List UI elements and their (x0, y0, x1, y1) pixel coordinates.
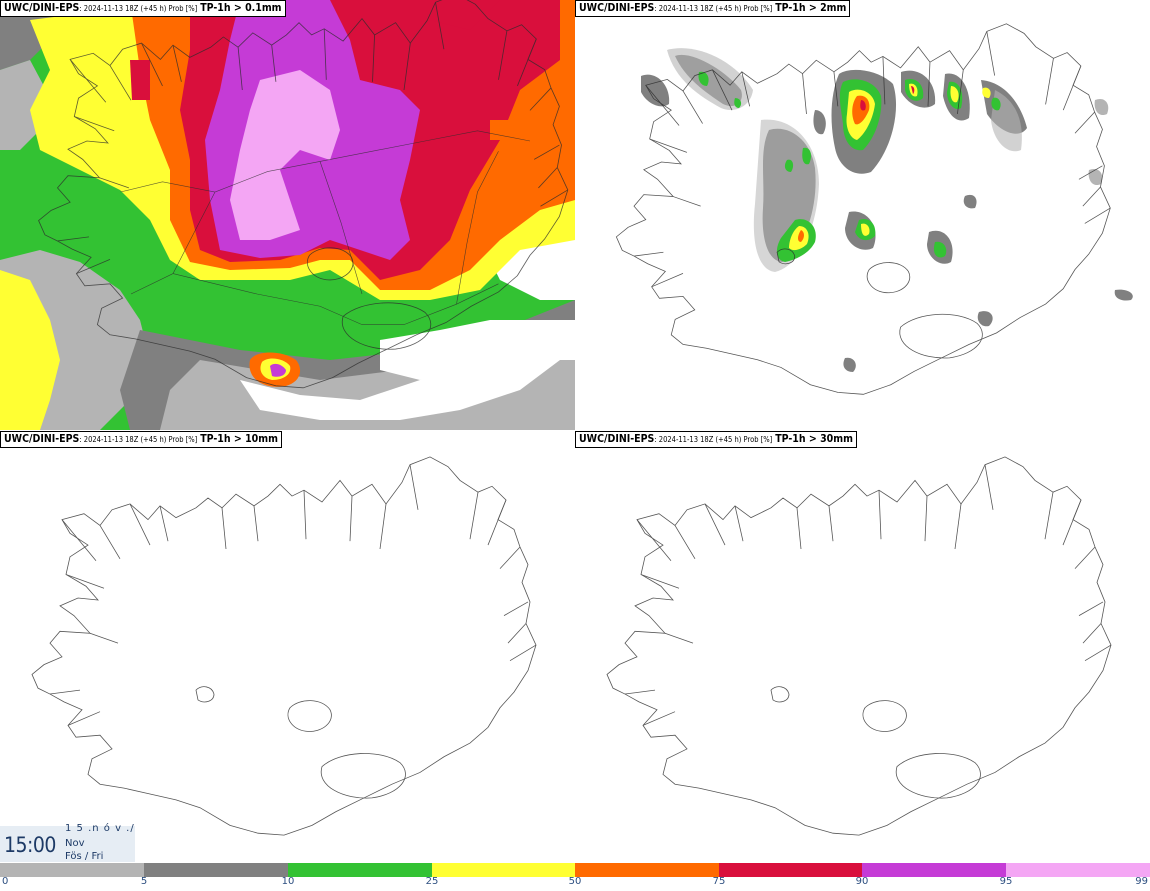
valid-time-box: 15:00 1 5 .n ó v ./ Nov Fös / Fri (0, 823, 135, 862)
colorbar-tick: 0 (2, 876, 9, 887)
colorbar-segment (719, 863, 862, 877)
panel-title: UWC/DINI-EPS: 2024-11-13 18Z (+45 h) Pro… (575, 431, 857, 448)
valid-time-month: Nov (65, 838, 85, 849)
colorbar-segment (432, 863, 575, 877)
map-panel-prob-30mm: UWC/DINI-EPS: 2024-11-13 18Z (+45 h) Pro… (575, 431, 1150, 861)
probability-field-map (0, 0, 575, 430)
colorbar-tick: 10 (281, 876, 295, 887)
probability-field-map (606, 456, 1112, 836)
colorbar-segment (862, 863, 1006, 877)
colorbar-tick: 75 (712, 876, 726, 887)
colorbar-tick: 5 (140, 876, 148, 887)
colorbar-segment (288, 863, 432, 877)
colorbar-tick: 50 (568, 876, 582, 887)
colorbar-segment (144, 863, 288, 877)
valid-time-clock: 15:00 (4, 833, 56, 857)
colorbar-segment (1006, 863, 1150, 877)
map-panel-prob-0p1mm: UWC/DINI-EPS: 2024-11-13 18Z (+45 h) Pro… (0, 0, 575, 430)
map-panel-prob-2mm: UWC/DINI-EPS: 2024-11-13 18Z (+45 h) Pro… (575, 0, 1150, 430)
probability-colorbar: 0 5 10 25 50 75 90 95 99 (0, 863, 1150, 891)
colorbar-segment (0, 863, 144, 877)
colorbar-tick: 90 (855, 876, 869, 887)
colorbar-segment (575, 863, 719, 877)
probability-field-map (615, 23, 1133, 395)
map-panel-prob-10mm: UWC/DINI-EPS: 2024-11-13 18Z (+45 h) Pro… (0, 431, 575, 861)
probability-field-map (31, 456, 537, 836)
colorbar-tick: 25 (425, 876, 439, 887)
colorbar-tick: 95 (999, 876, 1013, 887)
panel-title: UWC/DINI-EPS: 2024-11-13 18Z (+45 h) Pro… (575, 0, 851, 17)
valid-time-weekday: Fös / Fri (65, 851, 104, 862)
panel-title: UWC/DINI-EPS: 2024-11-13 18Z (+45 h) Pro… (0, 431, 282, 448)
valid-time-date: 1 5 .n ó v ./ (65, 823, 135, 834)
panel-title: UWC/DINI-EPS: 2024-11-13 18Z (+45 h) Pro… (0, 0, 286, 17)
colorbar-tick: 99 (1135, 876, 1148, 887)
